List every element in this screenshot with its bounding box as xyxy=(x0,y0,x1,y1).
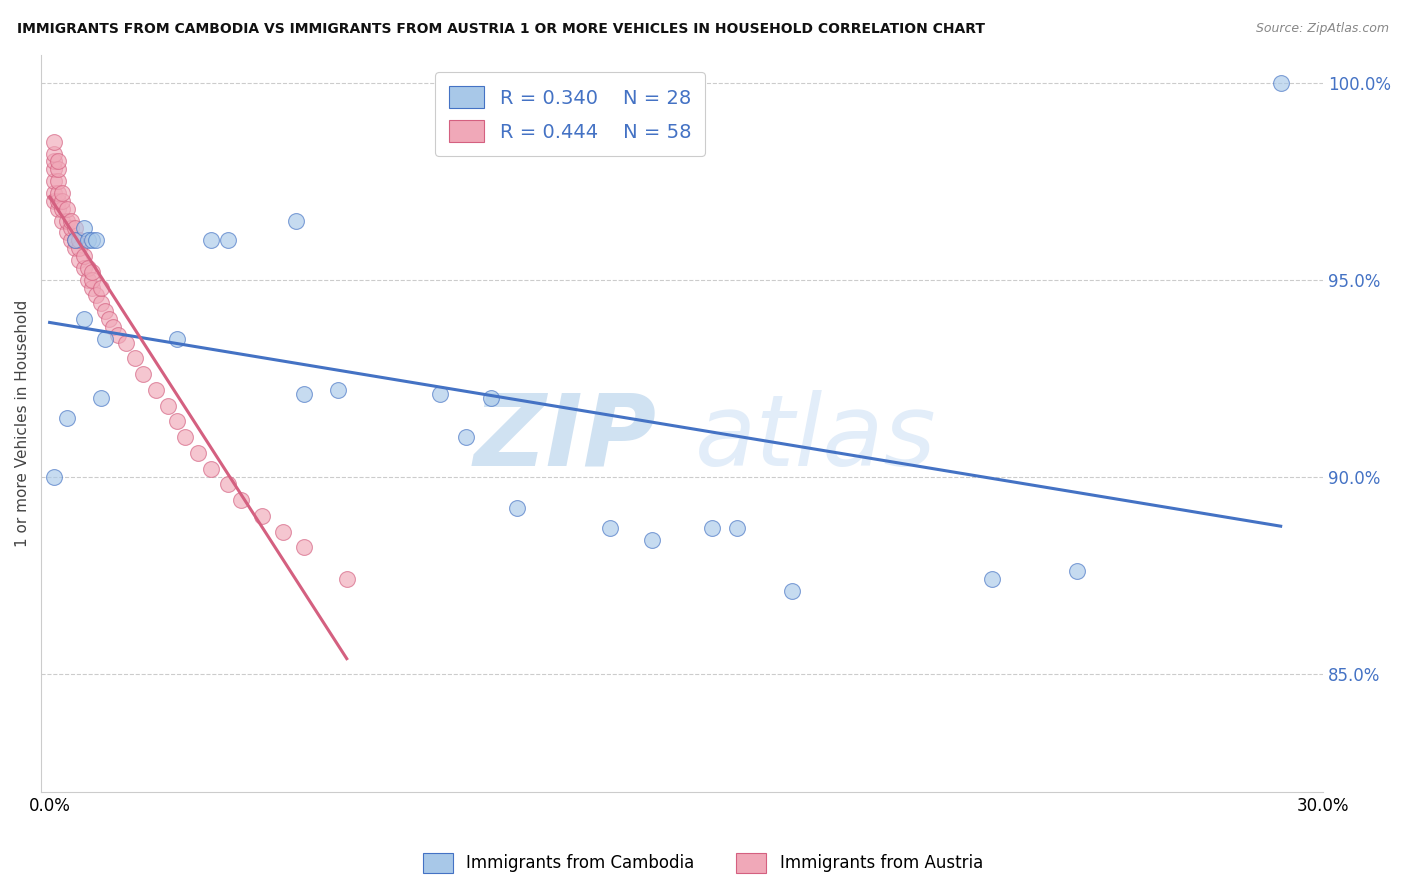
Point xyxy=(42,194,65,208)
Point xyxy=(63,233,86,247)
Point xyxy=(67,241,90,255)
Text: ZIP: ZIP xyxy=(474,390,657,487)
Point xyxy=(429,387,451,401)
Point xyxy=(250,508,273,523)
Point xyxy=(782,583,804,598)
Point xyxy=(98,312,121,326)
Point xyxy=(505,501,527,516)
Point xyxy=(94,304,117,318)
Point xyxy=(67,252,90,267)
Point xyxy=(42,174,65,188)
Point xyxy=(84,288,107,302)
Point xyxy=(42,154,65,169)
Point xyxy=(80,280,103,294)
Point xyxy=(641,533,664,547)
Point xyxy=(46,162,69,177)
Point xyxy=(55,410,77,425)
Point xyxy=(72,249,94,263)
Point xyxy=(76,260,98,275)
Point xyxy=(46,202,69,216)
Legend: R = 0.340    N = 28, R = 0.444    N = 58: R = 0.340 N = 28, R = 0.444 N = 58 xyxy=(436,72,704,156)
Point xyxy=(103,320,125,334)
Point xyxy=(55,213,77,227)
Point xyxy=(166,414,188,428)
Point xyxy=(72,260,94,275)
Point xyxy=(59,233,82,247)
Point xyxy=(46,186,69,200)
Point xyxy=(76,273,98,287)
Point xyxy=(90,280,112,294)
Point xyxy=(51,213,73,227)
Point xyxy=(42,135,65,149)
Point xyxy=(229,493,252,508)
Point xyxy=(55,226,77,240)
Point xyxy=(55,202,77,216)
Point xyxy=(479,391,502,405)
Point xyxy=(67,233,90,247)
Point xyxy=(80,265,103,279)
Point xyxy=(145,383,167,397)
Point xyxy=(46,154,69,169)
Point xyxy=(200,461,222,475)
Point xyxy=(200,233,222,247)
Point xyxy=(63,221,86,235)
Text: atlas: atlas xyxy=(695,390,936,487)
Point xyxy=(63,233,86,247)
Point xyxy=(157,399,180,413)
Point xyxy=(107,327,129,342)
Point xyxy=(187,446,209,460)
Point xyxy=(454,430,477,444)
Point xyxy=(90,391,112,405)
Y-axis label: 1 or more Vehicles in Household: 1 or more Vehicles in Household xyxy=(15,300,30,547)
Point xyxy=(115,335,138,350)
Point xyxy=(59,221,82,235)
Point xyxy=(63,241,86,255)
Point xyxy=(328,383,350,397)
Point xyxy=(51,194,73,208)
Text: IMMIGRANTS FROM CAMBODIA VS IMMIGRANTS FROM AUSTRIA 1 OR MORE VEHICLES IN HOUSEH: IMMIGRANTS FROM CAMBODIA VS IMMIGRANTS F… xyxy=(17,22,984,37)
Point xyxy=(84,233,107,247)
Point xyxy=(174,430,197,444)
Point xyxy=(284,213,307,227)
Point xyxy=(46,174,69,188)
Point xyxy=(292,541,315,555)
Point xyxy=(51,186,73,200)
Point xyxy=(72,221,94,235)
Point xyxy=(217,233,239,247)
Point xyxy=(217,477,239,491)
Point xyxy=(166,332,188,346)
Point xyxy=(292,387,315,401)
Point xyxy=(42,162,65,177)
Point xyxy=(46,194,69,208)
Point xyxy=(42,186,65,200)
Point xyxy=(42,469,65,483)
Point xyxy=(51,202,73,216)
Point xyxy=(42,146,65,161)
Point xyxy=(80,233,103,247)
Point xyxy=(59,213,82,227)
Point xyxy=(599,521,621,535)
Point xyxy=(132,367,155,381)
Legend: Immigrants from Cambodia, Immigrants from Austria: Immigrants from Cambodia, Immigrants fro… xyxy=(416,847,990,880)
Point xyxy=(1270,76,1292,90)
Point xyxy=(271,524,294,539)
Point xyxy=(336,572,359,586)
Point xyxy=(1066,564,1088,578)
Point xyxy=(76,233,98,247)
Point xyxy=(124,351,146,366)
Point xyxy=(94,332,117,346)
Point xyxy=(90,296,112,310)
Point xyxy=(981,572,1004,586)
Point xyxy=(72,312,94,326)
Point xyxy=(725,521,748,535)
Text: Source: ZipAtlas.com: Source: ZipAtlas.com xyxy=(1256,22,1389,36)
Point xyxy=(80,273,103,287)
Point xyxy=(700,521,723,535)
